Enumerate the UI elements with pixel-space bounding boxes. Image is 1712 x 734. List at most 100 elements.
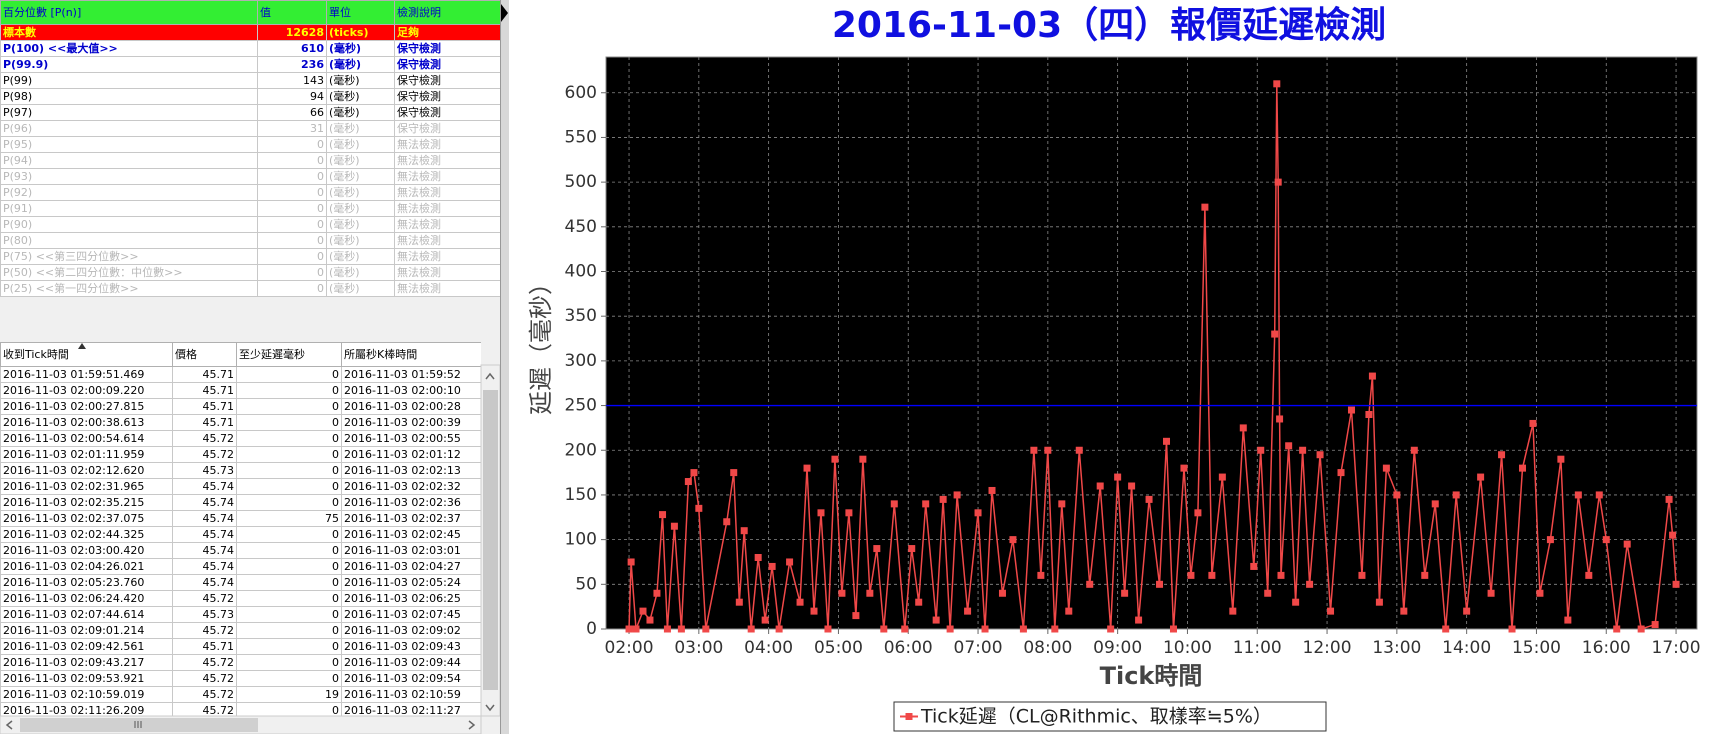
data-point [981, 625, 989, 633]
data-point [1208, 571, 1216, 579]
scroll-up[interactable] [485, 372, 495, 380]
data-point [1114, 473, 1122, 481]
cell: 2016-11-03 02:03:00.420 [0, 542, 173, 559]
data-point [1623, 540, 1631, 548]
cell: 2016-11-03 02:04:26.021 [0, 558, 173, 575]
scrollbars [0, 343, 500, 734]
tick-table-viewport[interactable]: 收到Tick時間 價格 至少延遲毫秒 所屬秒K棒時間 2016-11-03 01:59:… [0, 342, 481, 716]
data-point [1337, 469, 1345, 477]
header-cell[interactable]: 百分位數 [P(n)] [0, 0, 258, 25]
scroll-right[interactable] [468, 720, 476, 730]
cell: 無法檢測 [394, 280, 500, 297]
data-point [1327, 607, 1335, 615]
data-point [1135, 616, 1143, 624]
data-point [953, 491, 961, 499]
data-point [1201, 203, 1209, 211]
data-point [1665, 495, 1673, 503]
header-row[interactable]: 百分位數 [P(n)] 值單位 檢測說明 [0, 0, 500, 25]
cell: 2016-11-03 02:09:43.217 [0, 654, 173, 671]
data-point [1121, 589, 1129, 597]
data-point [1393, 491, 1401, 499]
table-row: 2016-11-03 02:05:23.760 45.74 0 2016-11-03 … [0, 574, 481, 591]
data-point [915, 598, 923, 606]
data-point [1431, 500, 1439, 508]
cell: 236 [257, 56, 327, 73]
x-tick-label: 02:00 [605, 638, 654, 658]
table-row: 2016-11-03 02:11:26.209 45.72 0 2016-11-03 … [0, 702, 481, 716]
y-tick-label: 150 [565, 485, 597, 505]
table-row: 2016-11-03 02:09:42.561 45.71 0 2016-11-03 … [0, 638, 481, 655]
data-point [1306, 580, 1314, 588]
data-point [1410, 446, 1418, 454]
data-point [1672, 580, 1680, 588]
x-axis-label: Tick時間 [1100, 662, 1203, 690]
table-row: 2016-11-03 02:07:44.614 45.73 0 2016-11-03 … [0, 606, 481, 623]
data-point [1529, 419, 1537, 427]
data-point [670, 522, 678, 530]
header-row[interactable]: 收到Tick時間 價格 至少延遲毫秒 所屬秒K棒時間 [0, 342, 481, 367]
data-point [1285, 442, 1293, 450]
data-point [1075, 446, 1083, 454]
data-point [1128, 482, 1136, 490]
header-cell[interactable]: 值 [257, 0, 327, 25]
data-point [873, 545, 881, 553]
cell: 2016-11-03 02:09:43 [341, 638, 481, 655]
data-point [1019, 625, 1027, 633]
cell: 2016-11-03 02:00:55 [341, 430, 481, 447]
y-axis-label: 延遲（毫秒） [527, 271, 555, 415]
data-point [1273, 80, 1281, 88]
cell: 無法檢測 [394, 200, 500, 217]
table-row: 2016-11-03 02:06:24.420 45.72 0 2016-11-03 … [0, 590, 481, 607]
data-point [1292, 598, 1300, 606]
data-point [1065, 607, 1073, 615]
data-point [901, 625, 909, 633]
scroll-left[interactable] [5, 720, 13, 730]
header-cell[interactable]: 收到Tick時間 [0, 342, 173, 367]
table-row: P(75) <<第三四分位數>> 0 (毫秒) 無法檢測 [0, 248, 500, 265]
data-point [1498, 451, 1506, 459]
data-point [838, 589, 846, 597]
data-point [1442, 625, 1450, 633]
data-point [632, 625, 640, 633]
cell: 45.74 [172, 478, 237, 495]
data-point [690, 469, 698, 477]
data-point [1051, 625, 1059, 633]
header-cell[interactable]: 價格 [172, 342, 237, 367]
h-scroll-thumb[interactable] [20, 718, 258, 732]
legend-label: Tick延遲（CL@Rithmic、取樣率≒5%） [920, 706, 1272, 728]
table-row: 2016-11-03 02:00:54.614 45.72 0 2016-11-03 … [0, 430, 481, 447]
v-scroll-thumb[interactable] [483, 390, 498, 690]
cell: 2016-11-03 02:06:24.420 [0, 590, 173, 607]
cell: 45.72 [172, 622, 237, 639]
table-row: P(93) 0 (毫秒) 無法檢測 [0, 168, 500, 185]
data-point [1651, 621, 1659, 629]
y-tick-label: 300 [565, 351, 597, 371]
cell: 45.72 [172, 430, 237, 447]
splitter[interactable] [500, 0, 509, 734]
x-tick-label: 04:00 [744, 638, 793, 658]
header-cell[interactable]: 單位 [326, 0, 395, 25]
data-point [1487, 589, 1495, 597]
cell: 2016-11-03 01:59:51.469 [0, 366, 173, 383]
cell: 保守檢測 [394, 120, 500, 137]
cell: 2016-11-03 02:11:27 [341, 702, 481, 716]
cell: 2016-11-03 01:59:52 [341, 366, 481, 383]
scroll-down[interactable] [485, 704, 495, 712]
cell: (毫秒) [326, 168, 395, 185]
data-point [1107, 625, 1115, 633]
header-cell[interactable]: 至少延遲毫秒 [236, 342, 342, 367]
x-tick-label: 09:00 [1093, 638, 1142, 658]
data-point [939, 495, 947, 503]
x-tick-label: 10:00 [1163, 638, 1212, 658]
data-point [659, 511, 667, 519]
data-point [1365, 411, 1373, 418]
data-point [1421, 571, 1429, 579]
data-point [1271, 330, 1279, 338]
y-tick-label: 450 [565, 217, 597, 237]
cell: 12628 [257, 24, 327, 41]
cell: 2016-11-03 02:02:35.215 [0, 494, 173, 511]
data-point [663, 625, 671, 633]
legend-box [893, 701, 1327, 732]
x-tick-label: 16:00 [1582, 638, 1631, 658]
